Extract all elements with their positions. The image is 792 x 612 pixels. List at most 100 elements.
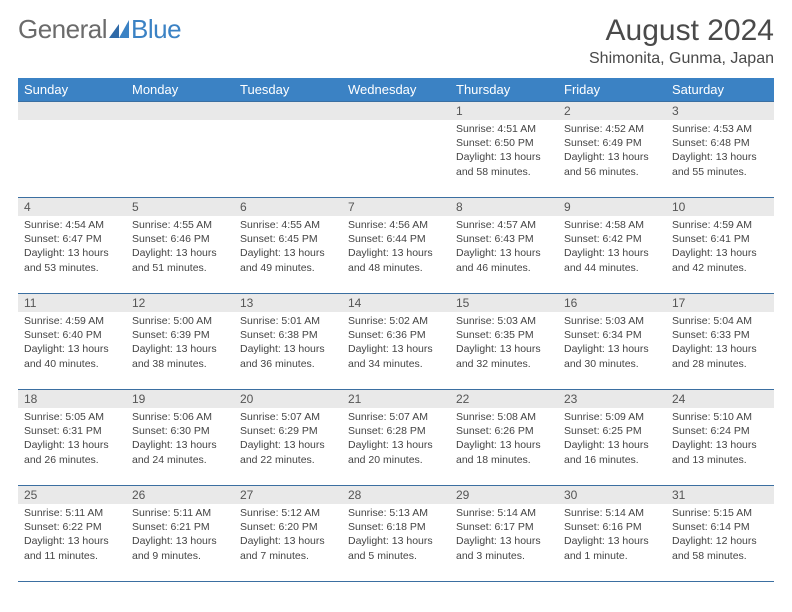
day-number: 31 [666,486,774,504]
calendar-cell: 19Sunrise: 5:06 AMSunset: 6:30 PMDayligh… [126,390,234,486]
calendar-cell [126,102,234,198]
title-block: August 2024 Shimonita, Gunma, Japan [589,14,774,68]
sunrise-line: Sunrise: 5:14 AM [456,506,552,520]
sunset-line: Sunset: 6:16 PM [564,520,660,534]
day-number: 26 [126,486,234,504]
sunrise-line: Sunrise: 4:59 AM [24,314,120,328]
day-details: Sunrise: 5:14 AMSunset: 6:17 PMDaylight:… [450,504,558,565]
day-number: 15 [450,294,558,312]
calendar-table: SundayMondayTuesdayWednesdayThursdayFrid… [18,78,774,582]
day-number: 11 [18,294,126,312]
calendar-cell: 9Sunrise: 4:58 AMSunset: 6:42 PMDaylight… [558,198,666,294]
logo-text-1: General [18,14,107,45]
sunrise-line: Sunrise: 4:52 AM [564,122,660,136]
daylight-line: Daylight: 13 hours and 34 minutes. [348,342,444,370]
day-details: Sunrise: 4:56 AMSunset: 6:44 PMDaylight:… [342,216,450,277]
day-number: 9 [558,198,666,216]
sunset-line: Sunset: 6:29 PM [240,424,336,438]
day-number: 20 [234,390,342,408]
sunset-line: Sunset: 6:20 PM [240,520,336,534]
sunrise-line: Sunrise: 4:59 AM [672,218,768,232]
day-number: 22 [450,390,558,408]
calendar-week-row: 18Sunrise: 5:05 AMSunset: 6:31 PMDayligh… [18,390,774,486]
day-details: Sunrise: 5:13 AMSunset: 6:18 PMDaylight:… [342,504,450,565]
daylight-line: Daylight: 13 hours and 16 minutes. [564,438,660,466]
sunset-line: Sunset: 6:36 PM [348,328,444,342]
sunrise-line: Sunrise: 4:58 AM [564,218,660,232]
sunset-line: Sunset: 6:21 PM [132,520,228,534]
day-details: Sunrise: 5:12 AMSunset: 6:20 PMDaylight:… [234,504,342,565]
page-title: August 2024 [589,14,774,48]
day-details: Sunrise: 5:01 AMSunset: 6:38 PMDaylight:… [234,312,342,373]
calendar-cell: 26Sunrise: 5:11 AMSunset: 6:21 PMDayligh… [126,486,234,582]
sunrise-line: Sunrise: 4:55 AM [132,218,228,232]
sunset-line: Sunset: 6:28 PM [348,424,444,438]
sunset-line: Sunset: 6:25 PM [564,424,660,438]
day-number: 10 [666,198,774,216]
sunset-line: Sunset: 6:14 PM [672,520,768,534]
header: General Blue August 2024 Shimonita, Gunm… [18,14,774,68]
day-header: Saturday [666,78,774,102]
daylight-line: Daylight: 13 hours and 1 minute. [564,534,660,562]
sunset-line: Sunset: 6:33 PM [672,328,768,342]
daylight-line: Daylight: 13 hours and 46 minutes. [456,246,552,274]
day-header-row: SundayMondayTuesdayWednesdayThursdayFrid… [18,78,774,102]
daylight-line: Daylight: 13 hours and 38 minutes. [132,342,228,370]
sunrise-line: Sunrise: 5:12 AM [240,506,336,520]
calendar-cell: 3Sunrise: 4:53 AMSunset: 6:48 PMDaylight… [666,102,774,198]
logo-mark-icon [109,14,129,45]
sunrise-line: Sunrise: 5:07 AM [240,410,336,424]
sunrise-line: Sunrise: 5:11 AM [132,506,228,520]
logo-text-2: Blue [131,14,181,45]
day-details: Sunrise: 5:04 AMSunset: 6:33 PMDaylight:… [666,312,774,373]
day-details: Sunrise: 5:02 AMSunset: 6:36 PMDaylight:… [342,312,450,373]
day-number: 2 [558,102,666,120]
calendar-week-row: 4Sunrise: 4:54 AMSunset: 6:47 PMDaylight… [18,198,774,294]
daylight-line: Daylight: 13 hours and 32 minutes. [456,342,552,370]
daylight-line: Daylight: 13 hours and 24 minutes. [132,438,228,466]
day-number: 30 [558,486,666,504]
daylight-line: Daylight: 12 hours and 58 minutes. [672,534,768,562]
calendar-cell: 8Sunrise: 4:57 AMSunset: 6:43 PMDaylight… [450,198,558,294]
sunrise-line: Sunrise: 5:14 AM [564,506,660,520]
sunrise-line: Sunrise: 4:55 AM [240,218,336,232]
calendar-cell: 16Sunrise: 5:03 AMSunset: 6:34 PMDayligh… [558,294,666,390]
calendar-cell: 18Sunrise: 5:05 AMSunset: 6:31 PMDayligh… [18,390,126,486]
day-details: Sunrise: 5:06 AMSunset: 6:30 PMDaylight:… [126,408,234,469]
day-details: Sunrise: 5:09 AMSunset: 6:25 PMDaylight:… [558,408,666,469]
sunset-line: Sunset: 6:48 PM [672,136,768,150]
day-details: Sunrise: 5:08 AMSunset: 6:26 PMDaylight:… [450,408,558,469]
daylight-line: Daylight: 13 hours and 36 minutes. [240,342,336,370]
day-number: 24 [666,390,774,408]
sunrise-line: Sunrise: 4:53 AM [672,122,768,136]
day-number: 14 [342,294,450,312]
day-details: Sunrise: 5:00 AMSunset: 6:39 PMDaylight:… [126,312,234,373]
sunset-line: Sunset: 6:38 PM [240,328,336,342]
day-details: Sunrise: 4:53 AMSunset: 6:48 PMDaylight:… [666,120,774,181]
sunrise-line: Sunrise: 4:56 AM [348,218,444,232]
daylight-line: Daylight: 13 hours and 58 minutes. [456,150,552,178]
sunset-line: Sunset: 6:40 PM [24,328,120,342]
location-text: Shimonita, Gunma, Japan [589,50,774,68]
daylight-line: Daylight: 13 hours and 44 minutes. [564,246,660,274]
sunset-line: Sunset: 6:44 PM [348,232,444,246]
calendar-cell: 2Sunrise: 4:52 AMSunset: 6:49 PMDaylight… [558,102,666,198]
sunrise-line: Sunrise: 5:04 AM [672,314,768,328]
day-details: Sunrise: 5:07 AMSunset: 6:28 PMDaylight:… [342,408,450,469]
day-number: 29 [450,486,558,504]
day-details: Sunrise: 4:55 AMSunset: 6:45 PMDaylight:… [234,216,342,277]
sunrise-line: Sunrise: 5:01 AM [240,314,336,328]
sunrise-line: Sunrise: 5:15 AM [672,506,768,520]
day-number: 1 [450,102,558,120]
calendar-cell: 14Sunrise: 5:02 AMSunset: 6:36 PMDayligh… [342,294,450,390]
day-details: Sunrise: 5:10 AMSunset: 6:24 PMDaylight:… [666,408,774,469]
day-details: Sunrise: 5:03 AMSunset: 6:35 PMDaylight:… [450,312,558,373]
logo: General Blue [18,14,181,45]
sunset-line: Sunset: 6:41 PM [672,232,768,246]
calendar-cell: 21Sunrise: 5:07 AMSunset: 6:28 PMDayligh… [342,390,450,486]
day-header: Friday [558,78,666,102]
day-number: 21 [342,390,450,408]
sunset-line: Sunset: 6:47 PM [24,232,120,246]
day-details: Sunrise: 4:51 AMSunset: 6:50 PMDaylight:… [450,120,558,181]
day-number: 6 [234,198,342,216]
